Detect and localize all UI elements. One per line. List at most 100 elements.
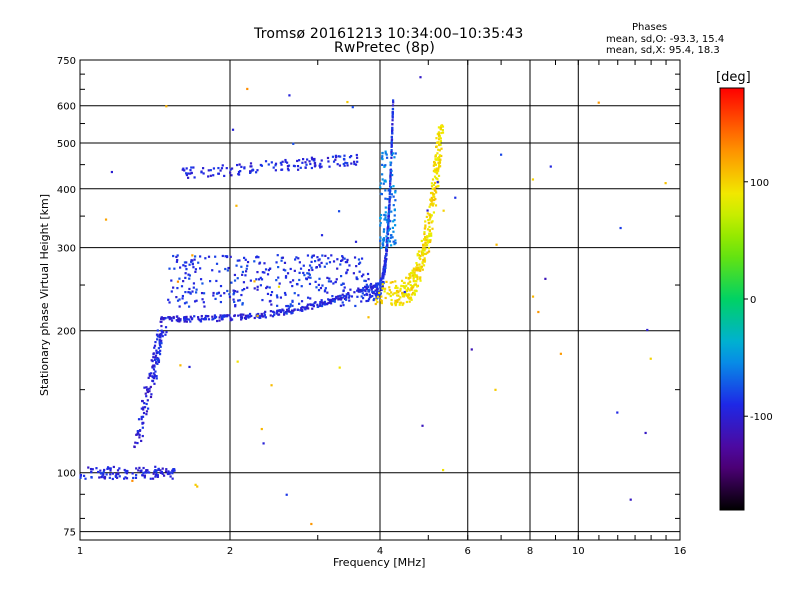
data-point bbox=[427, 221, 430, 224]
data-point bbox=[269, 310, 272, 313]
data-point bbox=[214, 255, 217, 258]
data-point bbox=[415, 266, 418, 269]
data-point bbox=[343, 164, 346, 167]
data-point bbox=[409, 271, 412, 275]
data-point bbox=[332, 298, 335, 301]
data-point bbox=[438, 154, 442, 157]
data-point bbox=[141, 415, 145, 418]
data-point bbox=[384, 180, 387, 183]
data-point bbox=[391, 280, 394, 284]
data-point bbox=[415, 289, 418, 293]
data-point bbox=[390, 244, 393, 247]
data-point bbox=[229, 316, 232, 319]
data-point bbox=[297, 294, 300, 297]
data-point bbox=[217, 172, 221, 175]
data-point bbox=[226, 314, 229, 317]
data-point bbox=[140, 439, 143, 443]
data-point bbox=[392, 195, 395, 198]
data-point bbox=[189, 320, 192, 323]
data-point bbox=[230, 281, 233, 284]
data-point bbox=[269, 293, 273, 297]
data-point bbox=[408, 300, 411, 303]
data-point bbox=[266, 285, 269, 288]
data-point bbox=[287, 307, 290, 310]
series-e-layer-trace bbox=[79, 465, 176, 481]
data-point bbox=[283, 291, 287, 295]
data-point bbox=[428, 225, 431, 228]
data-point bbox=[430, 182, 434, 185]
data-point bbox=[200, 314, 203, 318]
data-point bbox=[259, 316, 262, 319]
data-point bbox=[306, 272, 309, 275]
data-point bbox=[240, 316, 244, 319]
data-point bbox=[385, 218, 388, 222]
data-point bbox=[323, 300, 326, 303]
data-point bbox=[339, 275, 343, 278]
data-point bbox=[389, 234, 393, 237]
data-point bbox=[220, 318, 223, 321]
data-point bbox=[221, 314, 224, 317]
data-point bbox=[409, 276, 412, 279]
data-point bbox=[286, 165, 290, 168]
data-point bbox=[282, 313, 286, 316]
data-point bbox=[409, 284, 412, 287]
data-point bbox=[105, 473, 108, 476]
data-point bbox=[341, 293, 344, 296]
data-point bbox=[343, 154, 346, 157]
data-point bbox=[384, 150, 387, 153]
data-point bbox=[253, 260, 256, 263]
data-point bbox=[373, 297, 376, 301]
data-point bbox=[316, 256, 319, 259]
data-point bbox=[287, 310, 290, 313]
data-point bbox=[398, 303, 401, 306]
data-point bbox=[433, 181, 437, 185]
data-point bbox=[428, 214, 431, 217]
data-point bbox=[228, 295, 232, 299]
data-point bbox=[248, 315, 251, 318]
data-point bbox=[429, 198, 432, 201]
data-point bbox=[238, 163, 241, 166]
data-point bbox=[275, 261, 278, 264]
data-point bbox=[309, 276, 312, 279]
data-point bbox=[152, 472, 155, 475]
data-point bbox=[209, 169, 212, 172]
data-point bbox=[188, 263, 191, 266]
data-point bbox=[332, 260, 336, 263]
data-point bbox=[412, 279, 415, 283]
data-point bbox=[244, 258, 247, 261]
data-point bbox=[214, 315, 218, 319]
data-point bbox=[388, 199, 391, 202]
data-point bbox=[155, 333, 159, 336]
data-point bbox=[197, 316, 200, 319]
data-point bbox=[323, 265, 326, 268]
data-point bbox=[315, 265, 318, 269]
data-point bbox=[109, 467, 112, 470]
data-point bbox=[224, 267, 227, 271]
data-point bbox=[402, 285, 406, 288]
data-point bbox=[356, 289, 359, 292]
data-point bbox=[233, 290, 237, 293]
data-point bbox=[192, 286, 195, 289]
data-point bbox=[245, 315, 248, 318]
data-point bbox=[160, 339, 163, 342]
data-point bbox=[324, 254, 327, 257]
data-point bbox=[326, 302, 329, 305]
data-point bbox=[388, 219, 391, 222]
data-point bbox=[142, 411, 146, 415]
data-point bbox=[82, 474, 86, 477]
data-point bbox=[394, 302, 398, 306]
data-point bbox=[184, 272, 187, 275]
y-tick-label: 500 bbox=[57, 139, 76, 150]
data-point bbox=[417, 254, 420, 257]
data-point bbox=[342, 289, 345, 293]
data-point bbox=[357, 258, 361, 261]
data-point bbox=[435, 137, 438, 140]
data-point bbox=[311, 254, 314, 257]
data-point bbox=[390, 144, 393, 147]
data-point bbox=[329, 299, 332, 302]
data-point bbox=[384, 197, 387, 200]
data-point bbox=[350, 295, 354, 298]
data-point bbox=[298, 271, 301, 274]
data-point bbox=[419, 254, 422, 257]
data-point bbox=[261, 271, 264, 274]
